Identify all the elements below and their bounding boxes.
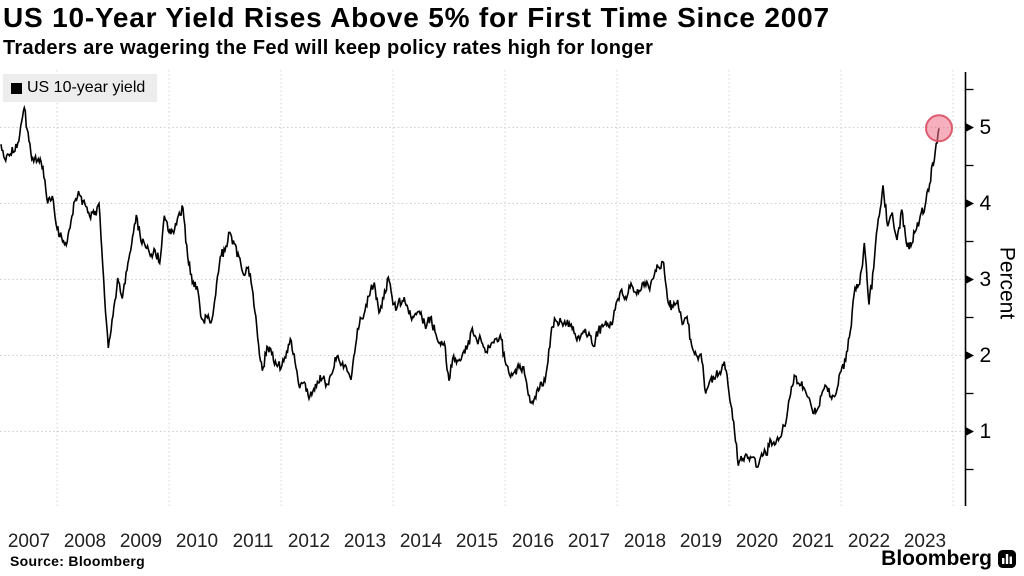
x-tick-label: 2020 — [736, 531, 778, 552]
x-tick-label: 2017 — [568, 531, 610, 552]
chart-legend: US 10-year yield — [3, 74, 158, 102]
x-tick-label: 2011 — [233, 531, 274, 552]
y-axis-title: Percent — [996, 247, 1019, 320]
y-tick-label: 4 — [980, 192, 992, 215]
y-major-tick-arrow — [965, 351, 974, 360]
x-tick-label: 2008 — [64, 531, 106, 552]
y-tick-label: 2 — [980, 344, 992, 367]
endpoint-highlight-marker — [925, 114, 953, 143]
x-tick-label: 2014 — [400, 531, 443, 552]
x-tick-label: 2015 — [456, 531, 498, 552]
x-tick-label: 2019 — [680, 531, 722, 552]
source-note: Source: Bloomberg — [10, 553, 146, 569]
y-major-tick-arrow — [965, 123, 974, 132]
x-tick-label: 2023 — [904, 531, 946, 552]
y-major-tick-arrow — [965, 199, 974, 208]
y-tick-label: 5 — [980, 116, 992, 139]
x-tick-label: 2007 — [8, 531, 50, 552]
x-tick-label: 2009 — [120, 531, 162, 552]
legend-swatch-icon — [11, 82, 22, 94]
page-subtitle: Traders are wagering the Fed will keep p… — [3, 37, 654, 59]
y-tick-label: 1 — [980, 420, 992, 443]
y-major-tick-arrow — [965, 275, 974, 284]
x-tick-label: 2016 — [512, 531, 554, 552]
x-tick-label: 2021 — [792, 531, 834, 552]
x-tick-label: 2013 — [344, 531, 386, 552]
y-tick-label: 3 — [980, 268, 992, 291]
bloomberg-logo-icon — [998, 550, 1016, 568]
x-tick-label: 2022 — [848, 531, 890, 552]
page-title: US 10-Year Yield Rises Above 5% for Firs… — [3, 2, 830, 33]
bloomberg-branding: Bloomberg — [881, 547, 1016, 571]
x-tick-label: 2012 — [288, 531, 330, 552]
y-major-tick-arrow — [965, 427, 974, 436]
x-tick-label: 2018 — [624, 531, 666, 552]
x-tick-label: 2010 — [176, 531, 218, 552]
yield-line — [0, 104, 940, 469]
bloomberg-wordmark: Bloomberg — [881, 547, 992, 570]
legend-series-label: US 10-year yield — [27, 79, 146, 96]
